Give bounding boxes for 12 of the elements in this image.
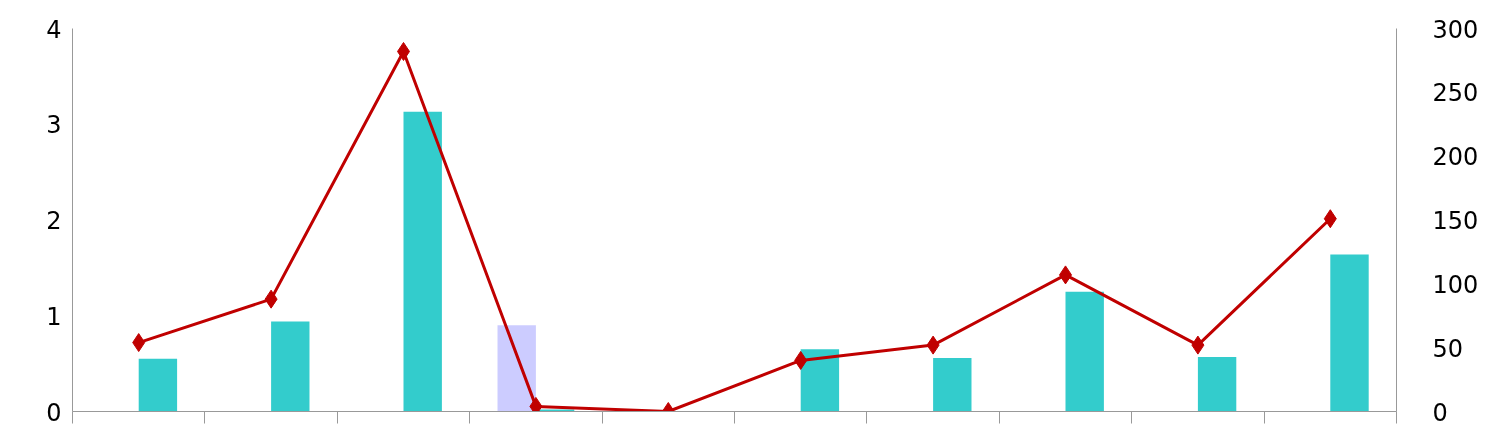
y2-tick-label: 300 <box>1432 15 1479 44</box>
y-tick-label: 3 <box>46 111 62 140</box>
y-tick-label: 0 <box>46 398 62 424</box>
y-tick-label: 2 <box>46 207 62 235</box>
y2-tick-label: 50 <box>1432 334 1464 363</box>
y2-tick-label: 0 <box>1432 398 1448 424</box>
y-tick-label: 4 <box>46 15 62 44</box>
y2-tick-label: 100 <box>1432 270 1479 299</box>
y2-tick-label: 150 <box>1432 207 1479 235</box>
y-tick-label: 1 <box>46 302 62 331</box>
y2-tick-label: 200 <box>1432 143 1479 172</box>
y2-tick-label: 250 <box>1432 79 1479 108</box>
